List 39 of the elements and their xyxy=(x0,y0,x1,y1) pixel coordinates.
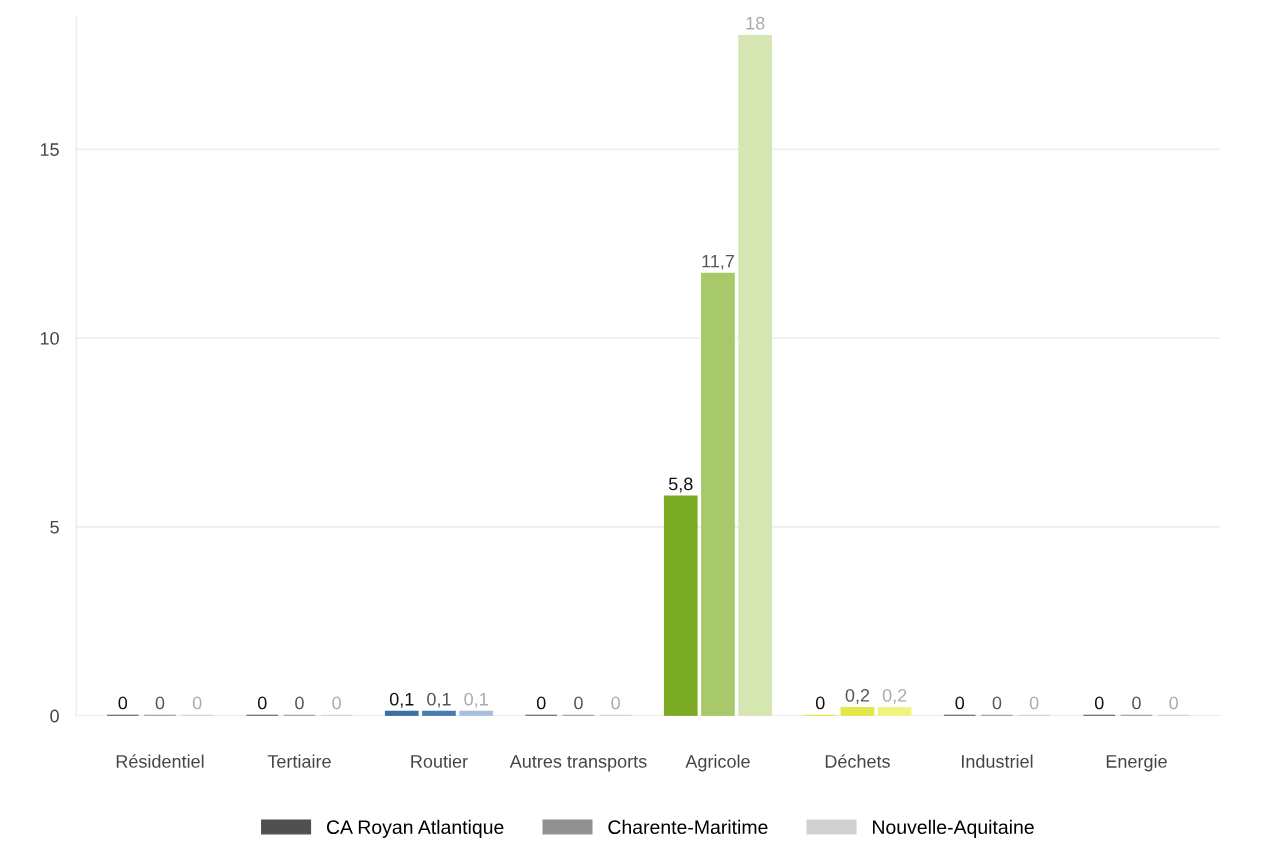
x-tick-label: Résidentiel xyxy=(116,754,204,768)
legend-label: Charente-Maritime xyxy=(608,819,768,835)
legend-label: CA Royan Atlantique xyxy=(326,819,504,838)
data-label: 0 xyxy=(815,696,825,710)
data-label: 0,1 xyxy=(464,692,488,708)
data-label: 18 xyxy=(746,16,765,30)
data-label: 0 xyxy=(611,696,620,710)
y-tick-label: 0 xyxy=(50,709,59,723)
data-label: 0 xyxy=(155,696,165,710)
data-label: 0 xyxy=(1094,696,1104,710)
data-label: 0 xyxy=(574,696,583,710)
y-tick-label: 5 xyxy=(50,520,59,534)
data-label: 0 xyxy=(1132,696,1141,710)
x-tick-label: Industriel xyxy=(962,754,1033,768)
y-tick-label: 10 xyxy=(40,331,59,345)
data-label: 0,1 xyxy=(389,692,414,708)
x-tick-label: Déchets xyxy=(825,754,890,768)
x-tick-label: Routier xyxy=(411,754,468,768)
data-label: 0 xyxy=(332,696,341,710)
y-tick-label: 15 xyxy=(40,143,59,156)
data-label: 0 xyxy=(1169,696,1178,710)
data-label: 0,2 xyxy=(845,688,870,704)
legend-label: Nouvelle-Aquitaine xyxy=(873,819,1034,838)
data-label: 0 xyxy=(536,696,546,710)
data-label: 0,2 xyxy=(882,688,907,704)
data-label: 11,7 xyxy=(702,254,734,270)
x-tick-label: Tertiaire xyxy=(267,754,331,768)
data-label: 5,8 xyxy=(668,477,693,493)
data-label: 0 xyxy=(295,696,304,710)
x-tick-label: Energie xyxy=(1106,754,1167,772)
data-label: 0 xyxy=(1029,696,1039,710)
data-label: 0 xyxy=(118,696,128,710)
data-label: 0 xyxy=(257,696,267,710)
x-tick-label: Agricole xyxy=(685,754,750,772)
x-tick-label: Autres transports xyxy=(509,755,647,772)
data-label: 0 xyxy=(955,696,965,710)
data-label: 0 xyxy=(192,696,202,710)
data-label: 0 xyxy=(992,696,1002,710)
data-label: 0,1 xyxy=(427,692,451,708)
